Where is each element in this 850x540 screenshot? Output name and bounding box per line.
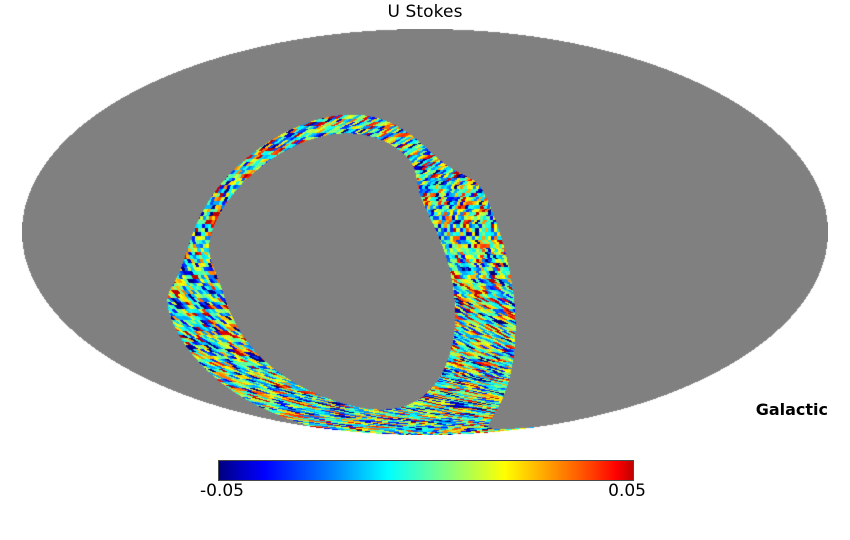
colorbar: -0.05 0.05: [200, 460, 646, 501]
colorbar-min-tick-label: -0.05: [200, 481, 244, 501]
page-title: U Stokes: [387, 2, 463, 22]
colorbar-max-tick-label: 0.05: [608, 481, 646, 501]
colorbar-gradient-swatch: [218, 460, 634, 481]
mollweide-projection-canvas: [22, 29, 828, 435]
coordinate-system-label: Galactic: [755, 400, 828, 419]
sky-projection-area: [22, 29, 828, 435]
